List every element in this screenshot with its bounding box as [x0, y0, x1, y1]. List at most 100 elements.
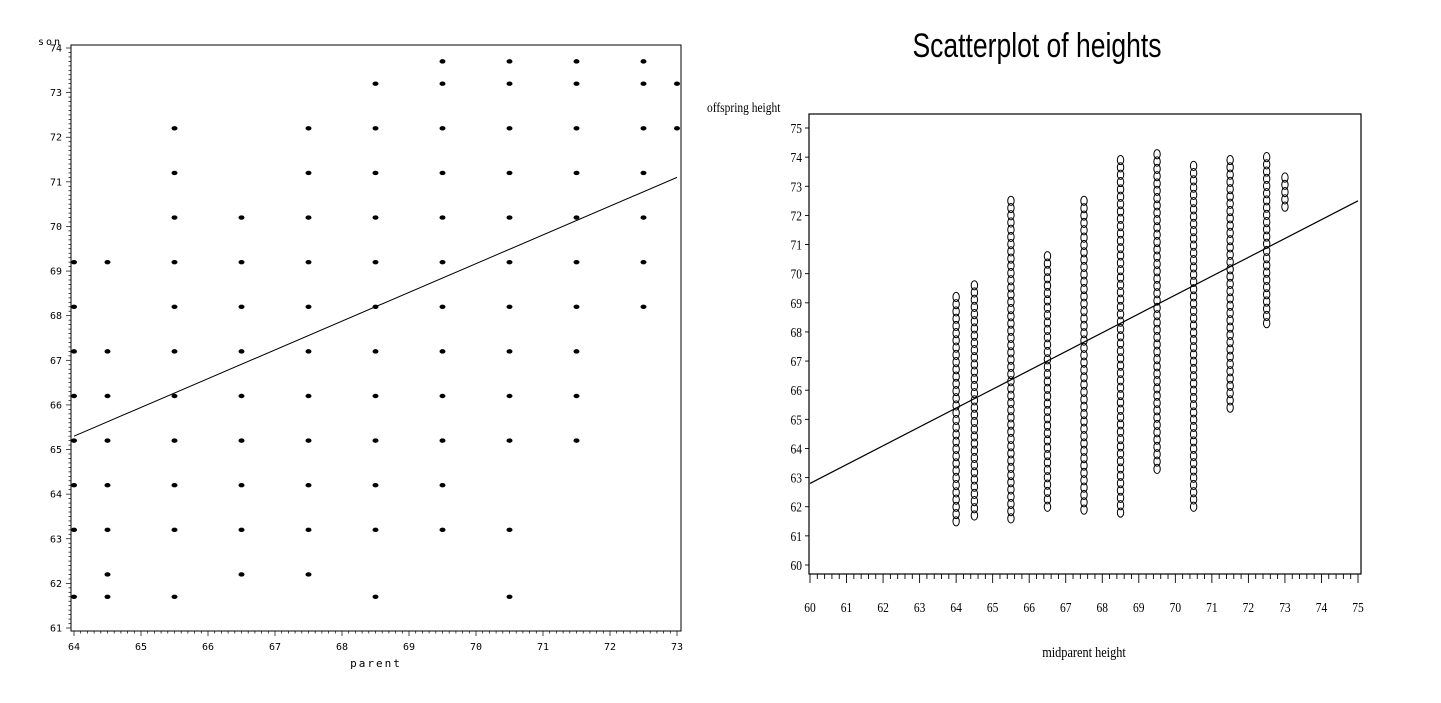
right-data-point: [1189, 407, 1198, 418]
right-data-point: [1116, 411, 1125, 423]
right-data-point: [1007, 332, 1015, 344]
right-data-point: [1007, 455, 1015, 466]
right-data-point: [1226, 286, 1234, 297]
right-data-point: [1043, 324, 1052, 335]
right-data-point: [1153, 273, 1161, 284]
right-data-point: [952, 451, 960, 462]
right-data-point: [1226, 176, 1234, 187]
right-data-point: [1080, 254, 1088, 265]
left-axes: 64 65 66 67 68 69 70 71 72 73 61 62 63 64 65 66 67 68 69 70…: [50, 44, 683, 654]
left-data-point: [171, 393, 178, 399]
left-data-point: [305, 527, 312, 533]
right-data-point: [970, 280, 979, 291]
right-data-point: [1189, 334, 1198, 346]
right-data-point: [1080, 225, 1088, 236]
right-data-point: [1116, 397, 1125, 408]
left-data-point: [171, 259, 178, 265]
left-data-point: [104, 438, 111, 443]
right-data-point: [1226, 213, 1234, 224]
right-x-tick-label: 60: [804, 600, 815, 615]
right-data-point: [1153, 229, 1161, 240]
left-data-point: [506, 59, 513, 64]
left-data-point: [372, 594, 379, 599]
right-x-axis-label: midparent height: [1042, 644, 1126, 660]
right-data-point: [952, 494, 960, 505]
left-data-point: [71, 259, 77, 265]
right-y-tick-label: 62: [791, 500, 802, 515]
right-data-point: [952, 465, 960, 476]
right-data-point: [1189, 458, 1198, 469]
right-data-point: [952, 436, 960, 447]
right-data-point: [1189, 298, 1198, 309]
right-data-point: [952, 487, 960, 498]
right-x-tick-label: 71: [1206, 600, 1217, 615]
right-data-point: [1189, 487, 1198, 498]
left-data-point: [439, 126, 446, 131]
left-data-point: [171, 527, 178, 533]
right-data-point: [952, 414, 960, 426]
right-data-point: [1043, 287, 1052, 299]
right-data-point: [1043, 472, 1052, 483]
right-data-point: [1153, 236, 1161, 248]
left-data-point: [439, 393, 446, 399]
right-data-point: [1189, 189, 1198, 200]
right-data-point: [1116, 154, 1125, 166]
right-data-point: [1080, 489, 1088, 501]
right-data-point: [1080, 416, 1088, 427]
right-data-point: [1262, 217, 1271, 228]
right-data-point: [1281, 186, 1289, 198]
right-regression-line: [809, 200, 1359, 484]
right-data-point: [1007, 311, 1015, 322]
right-data-point: [1226, 366, 1234, 377]
right-data-point: [970, 424, 979, 435]
right-data-point: [1080, 497, 1088, 508]
left-data-point: [305, 170, 312, 176]
right-data-point: [1043, 479, 1052, 490]
left-data-point: [305, 572, 312, 577]
right-data-point: [1189, 327, 1198, 338]
left-x-tick-label: 68: [336, 642, 348, 653]
right-y-axis-label: offspring height: [707, 100, 781, 115]
right-data-point: [1189, 472, 1198, 483]
right-data-point: [1153, 310, 1161, 321]
right-data-point: [1007, 260, 1015, 271]
right-data-point: [952, 349, 960, 360]
right-data-point: [952, 480, 960, 491]
right-data-point: [1189, 479, 1198, 491]
right-data-point: [952, 306, 960, 317]
right-y-tick-label: 66: [791, 383, 803, 398]
right-data-point: [1116, 301, 1125, 313]
right-data-point: [1189, 233, 1198, 244]
right-data-point: [1189, 204, 1198, 215]
right-x-tick-label: 66: [1023, 600, 1035, 615]
right-data-point: [1153, 412, 1161, 423]
left-y-tick-label: 65: [50, 445, 62, 456]
right-data-point: [952, 501, 960, 512]
right-data-point: [1116, 176, 1125, 188]
right-data-point: [1080, 460, 1088, 471]
right-data-point: [952, 335, 960, 346]
left-x-tick-label: 69: [403, 642, 415, 653]
right-data-point: [952, 291, 960, 303]
right-data-point: [952, 378, 960, 389]
left-x-tick-label: 66: [202, 642, 214, 653]
right-data-point: [1226, 198, 1234, 209]
right-data-point: [1153, 405, 1161, 416]
right-data-point: [1007, 202, 1015, 214]
right-data-point: [1189, 175, 1198, 186]
right-data-point: [1116, 279, 1125, 290]
right-data-point: [1153, 251, 1161, 262]
right-x-tick-label: 72: [1243, 600, 1254, 615]
right-data-point: [970, 366, 979, 377]
right-data-point: [1043, 339, 1052, 350]
left-data-point: [171, 126, 178, 131]
right-data-point: [1226, 380, 1234, 391]
left-regression-line: [73, 176, 678, 437]
left-data-point: [573, 438, 580, 443]
right-data-point: [1116, 478, 1125, 489]
left-x-tick-label: 73: [671, 642, 683, 653]
right-data-point: [1080, 350, 1088, 361]
right-data-point: [1281, 179, 1289, 190]
left-data-point: [104, 527, 111, 533]
left-data-point: [104, 483, 111, 488]
